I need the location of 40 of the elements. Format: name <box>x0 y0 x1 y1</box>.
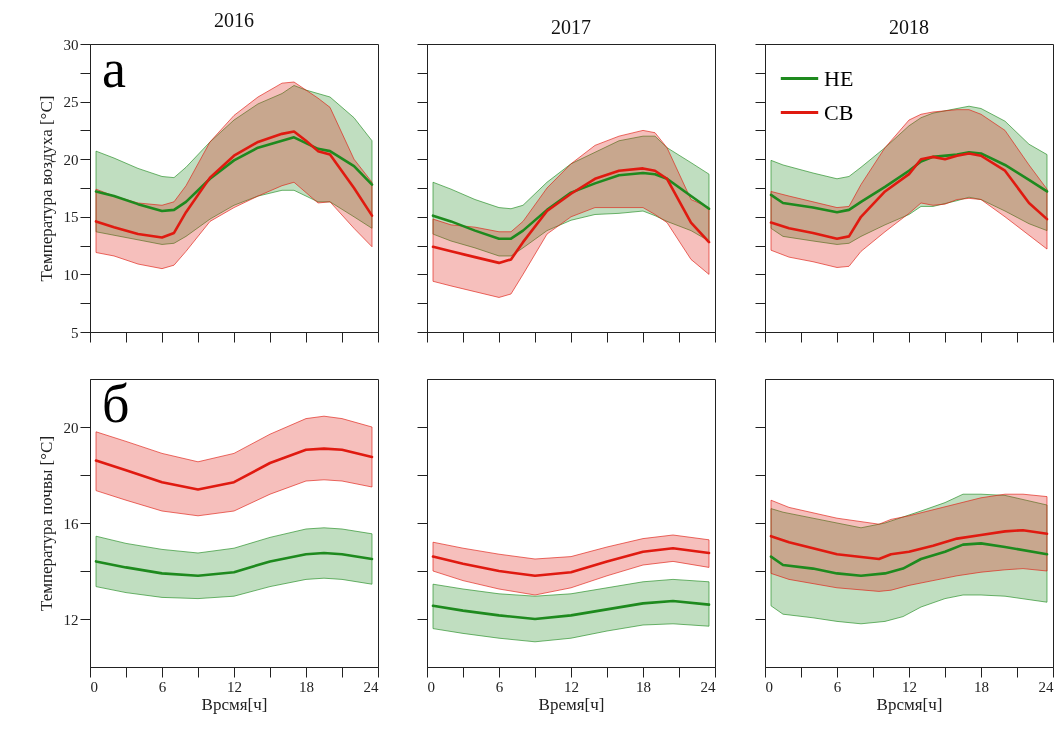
x-tick-label: 18 <box>299 678 314 695</box>
line-series <box>94 136 374 213</box>
x-tick-label: 12 <box>902 678 917 695</box>
x-tick-label: 0 <box>765 678 773 695</box>
y-tick-label: 10 <box>63 266 79 283</box>
x-tick-label: 0 <box>90 678 98 695</box>
y-axis-title: Температура воздуха [°C] <box>36 95 56 282</box>
y-tick-label: 12 <box>63 611 79 628</box>
chart-title: 2017 <box>551 15 591 38</box>
legend-label: НЕ <box>824 65 854 91</box>
y-tick-label: 15 <box>63 209 79 226</box>
annotation: б <box>102 374 130 434</box>
x-tick-label: 24 <box>363 678 379 695</box>
x-axis-title: Врсмя[ч] <box>876 694 943 714</box>
x-tick-label: 12 <box>227 678 242 695</box>
x-axis-title: Врсмя[ч] <box>201 694 268 714</box>
x-tick-label: 6 <box>158 678 167 695</box>
legend-label: СВ <box>824 99 854 125</box>
y-tick-label: 5 <box>71 324 79 341</box>
x-tick-label: 24 <box>1038 678 1054 695</box>
x-tick-label: 18 <box>636 678 651 695</box>
y-tick-label: 25 <box>63 94 79 111</box>
y-tick-label: 16 <box>63 515 79 532</box>
x-tick-label: 12 <box>564 678 579 695</box>
y-tick-label: 20 <box>63 151 79 168</box>
y-tick-label: 20 <box>63 419 79 436</box>
y-tick-label: 30 <box>63 36 79 53</box>
x-tick-label: 0 <box>427 678 435 695</box>
x-tick-label: 6 <box>495 678 504 695</box>
x-axis-title: Время[ч] <box>538 694 605 714</box>
line-series <box>94 447 374 491</box>
x-tick-label: 18 <box>974 678 989 695</box>
annotation: а <box>102 39 126 99</box>
x-tick-label: 24 <box>700 678 716 695</box>
chart-title: 2018 <box>889 15 929 38</box>
line-series <box>94 551 374 578</box>
chart-title: 2016 <box>214 9 254 31</box>
x-tick-label: 6 <box>833 678 842 695</box>
line-series <box>94 130 374 239</box>
y-axis-title: Температура почвы [°C] <box>36 435 56 612</box>
